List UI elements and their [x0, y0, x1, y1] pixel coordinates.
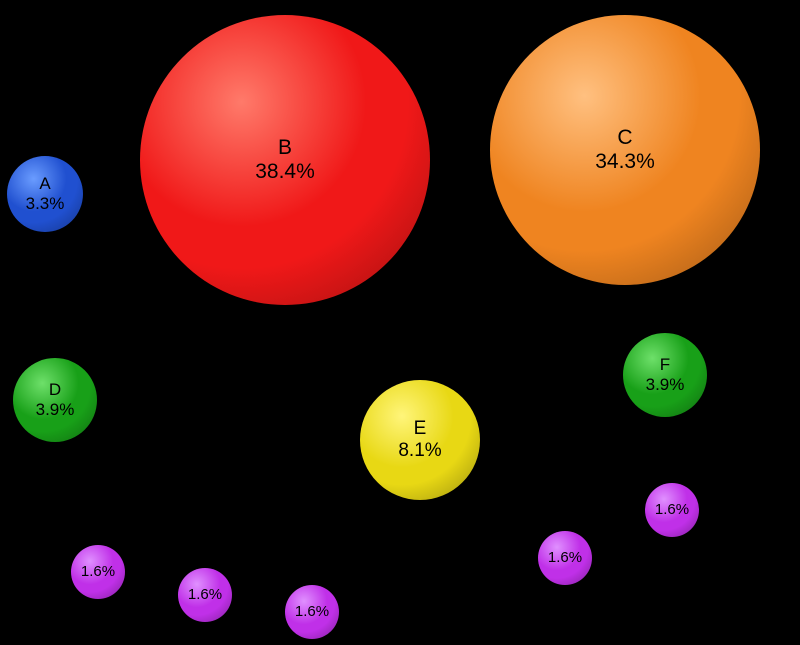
node-value: 1.6%: [548, 549, 582, 566]
node-p3: 1.6%: [285, 585, 339, 639]
node-label: B: [278, 136, 292, 160]
node-e: E8.1%: [360, 380, 480, 500]
node-label: D: [49, 380, 61, 400]
node-label: A: [39, 174, 50, 194]
node-value: 38.4%: [255, 160, 315, 184]
node-label: C: [617, 126, 632, 150]
node-value: 1.6%: [188, 586, 222, 603]
node-value: 34.3%: [595, 150, 655, 174]
node-label: F: [660, 355, 670, 375]
node-c: C34.3%: [490, 15, 760, 285]
node-p2: 1.6%: [178, 568, 232, 622]
node-value: 1.6%: [295, 603, 329, 620]
node-value: 8.1%: [398, 440, 441, 462]
diagram-stage: A3.3%B38.4%C34.3%D3.9%E8.1%F3.9%1.6%1.6%…: [0, 0, 800, 645]
node-p5: 1.6%: [645, 483, 699, 537]
node-a: A3.3%: [7, 156, 83, 232]
node-value: 3.9%: [646, 375, 685, 395]
node-p4: 1.6%: [538, 531, 592, 585]
node-value: 1.6%: [655, 501, 689, 518]
node-d: D3.9%: [13, 358, 97, 442]
node-value: 3.9%: [36, 400, 75, 420]
node-value: 3.3%: [26, 194, 65, 214]
node-b: B38.4%: [140, 15, 430, 305]
node-label: E: [414, 418, 427, 440]
node-p1: 1.6%: [71, 545, 125, 599]
node-value: 1.6%: [81, 563, 115, 580]
node-f: F3.9%: [623, 333, 707, 417]
